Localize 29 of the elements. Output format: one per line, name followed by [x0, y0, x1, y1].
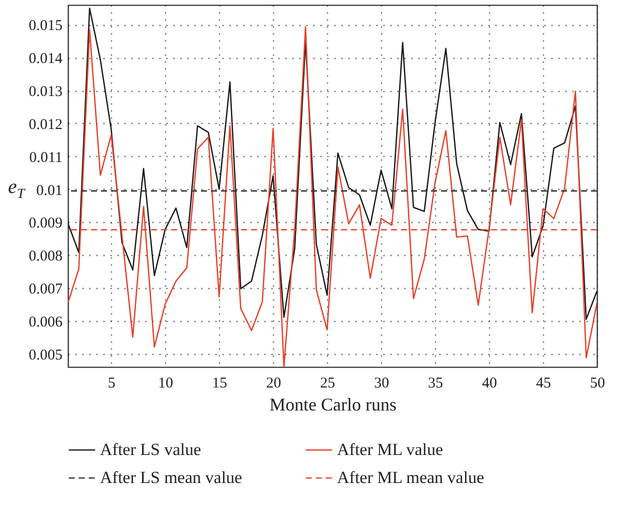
y-tick-label: 0.007 [28, 282, 63, 298]
x-tick-label: 25 [320, 376, 336, 392]
line-series [68, 26, 597, 367]
legend-label: After ML mean value [337, 468, 484, 487]
x-tick-label: 20 [266, 376, 282, 392]
y-tick-label: 0.011 [29, 150, 62, 166]
y-tick-label: 0.009 [28, 216, 62, 232]
legend-label: After LS value [100, 440, 202, 459]
y-tick-label: 0.005 [28, 347, 62, 364]
y-tick-label: 0.008 [28, 248, 62, 265]
x-tick-label: 5 [108, 376, 116, 392]
legend-label: After LS mean value [100, 468, 242, 487]
x-tick-label: 40 [482, 376, 498, 392]
x-axis-title: Monte Carlo runs [270, 394, 396, 414]
y-axis-title: e$_{T}$ [8, 176, 25, 203]
x-tick-label: 15 [212, 376, 228, 392]
x-tick-label: 50 [590, 376, 605, 392]
x-tick-label: 30 [374, 376, 390, 392]
y-tick-label: 0.012 [28, 116, 62, 133]
y-tick-label: 0.014 [28, 51, 63, 68]
y-tick-label: 0.015 [28, 18, 62, 34]
x-tick-label: 10 [158, 376, 174, 392]
line-series [68, 8, 597, 320]
y-tick-label: 0.006 [28, 314, 63, 330]
x-tick-label: 45 [536, 376, 552, 392]
x-tick-label: 35 [428, 376, 444, 392]
legend-label: After ML value [337, 440, 444, 459]
y-tick-label: 0.013 [28, 84, 62, 100]
y-tick-label: 0.01 [36, 182, 62, 199]
